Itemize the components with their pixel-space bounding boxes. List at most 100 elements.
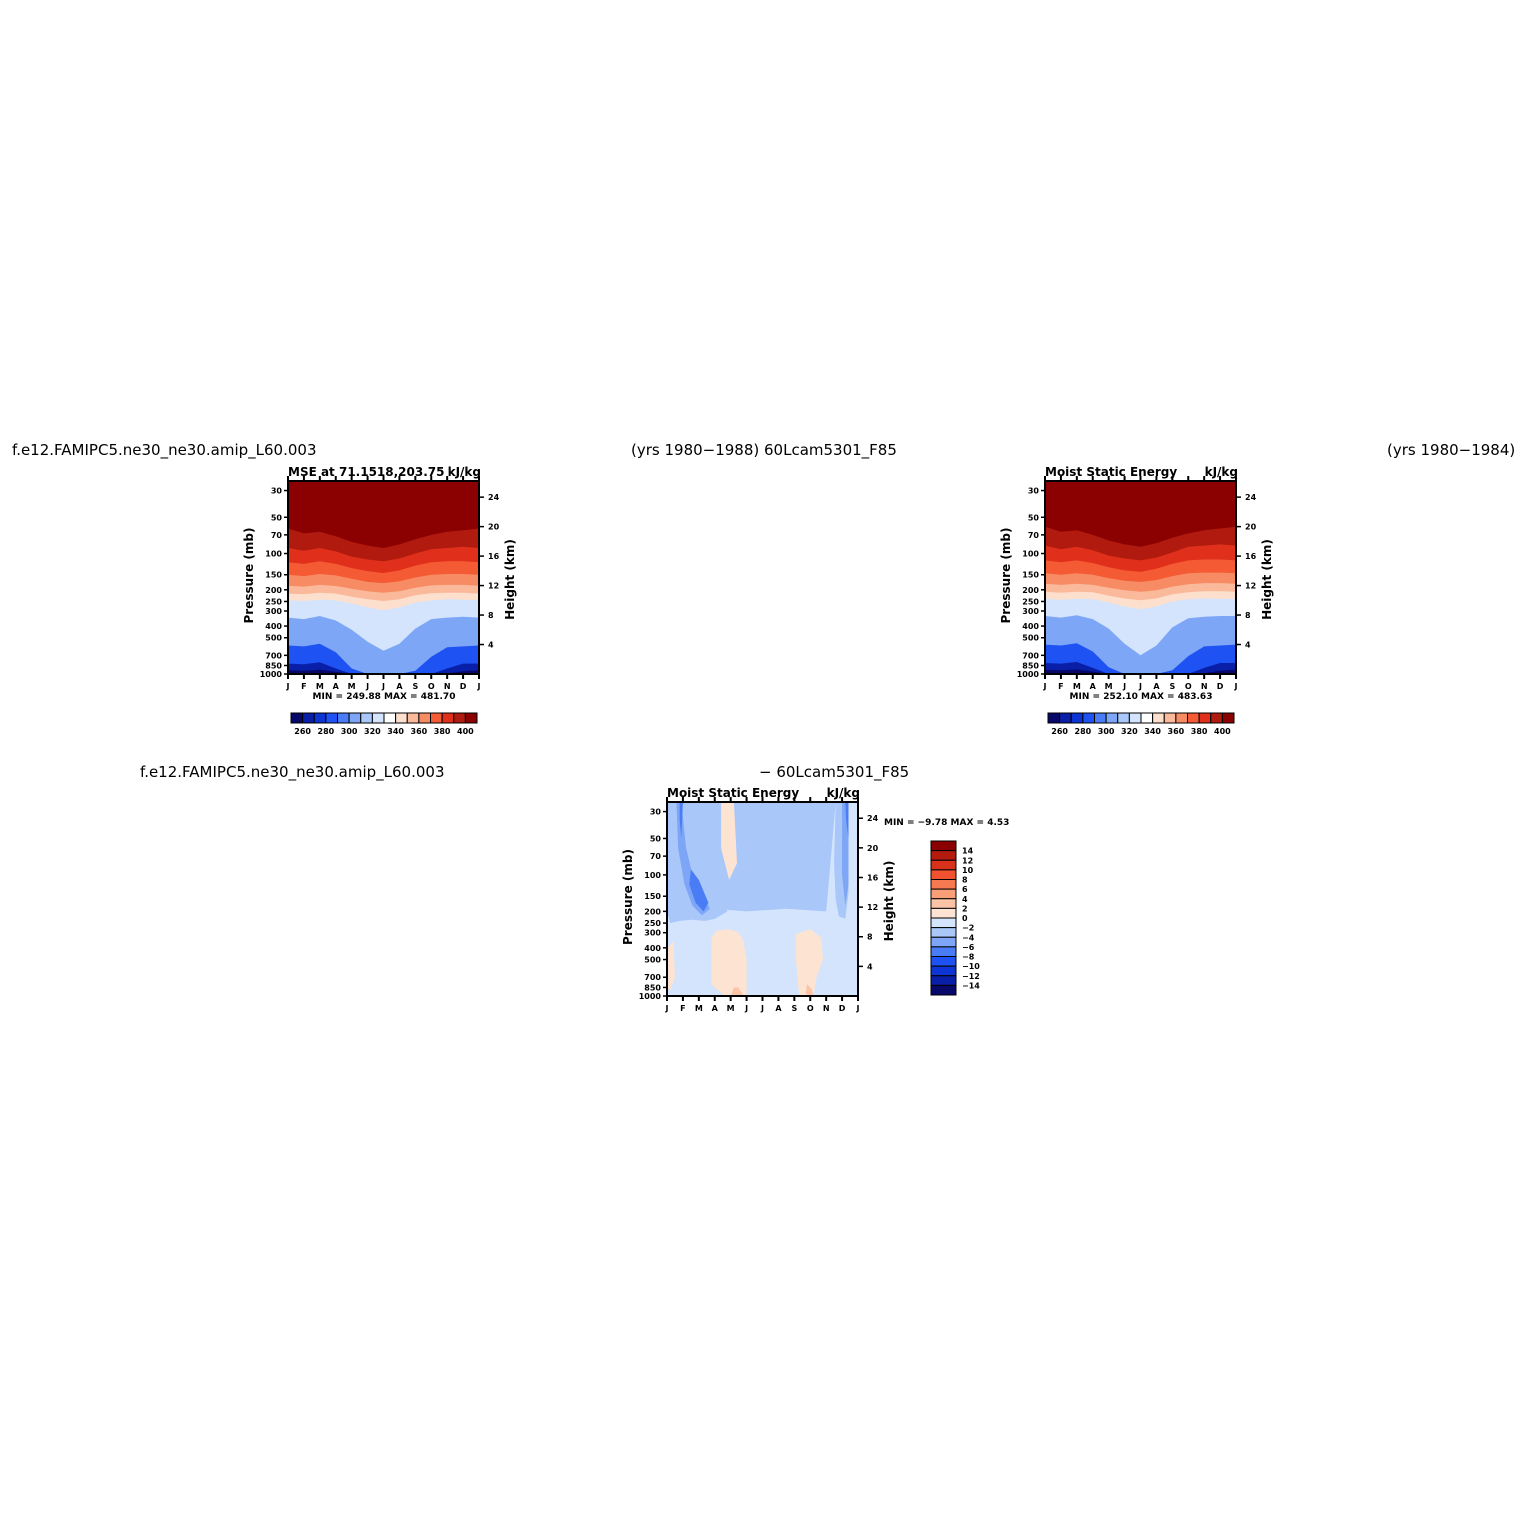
x-tick-label: S: [1169, 682, 1175, 691]
y-right-tick-label: 16: [488, 552, 500, 561]
y-axis-label: Pressure (mb): [242, 528, 256, 624]
y-tick-label: 70: [271, 531, 283, 540]
colorbar-swatch: [930, 840, 957, 852]
colorbar-label: 8: [962, 876, 968, 885]
colorbar-label: −2: [962, 924, 974, 933]
y-tick-label: 400: [265, 622, 282, 631]
colorbar-swatch: [348, 712, 362, 724]
min-max-label: MIN = 252.10 MAX = 483.63: [1070, 692, 1213, 702]
contour-region--7: [679, 802, 683, 839]
contour-region--7: [845, 802, 849, 839]
colorbar-swatch: [930, 956, 957, 967]
colorbar-swatch: [930, 917, 957, 929]
colorbar-label: 10: [962, 866, 974, 875]
x-tick-label: M: [727, 1004, 735, 1013]
y-tick-label: 100: [265, 550, 282, 559]
y-tick-label: 100: [644, 871, 661, 880]
y-tick-label: 400: [644, 944, 661, 953]
y-tick-label: 150: [265, 571, 282, 580]
y-axis-label: Pressure (mb): [621, 849, 635, 945]
x-tick-label: O: [1185, 682, 1192, 691]
y-tick-label: 1000: [260, 670, 283, 679]
x-tick-label: J: [286, 682, 290, 691]
contour-region-1: [721, 802, 737, 880]
y-right-tick-label: 12: [1245, 582, 1256, 591]
contour-region-1: [711, 929, 747, 996]
colorbar-swatch: [302, 712, 315, 724]
x-tick-label: S: [791, 1004, 797, 1013]
colorbar-swatch: [360, 712, 373, 724]
colorbar-label: 2: [962, 904, 968, 913]
y-right-tick-label: 8: [1245, 611, 1251, 620]
header-bottom-left: f.e12.FAMIPC5.ne30_ne30.amip_L60.003: [140, 763, 445, 781]
colorbar-swatch: [930, 936, 957, 948]
y-tick-label: 850: [1022, 661, 1039, 670]
chart-title: MSE at 71.1518,203.75: [288, 465, 445, 479]
y-tick-label: 50: [1028, 513, 1040, 522]
y-tick-label: 250: [1022, 597, 1039, 606]
colorbar-swatch: [1105, 712, 1119, 724]
y-tick-label: 100: [1022, 550, 1039, 559]
y-tick-label: 300: [644, 929, 661, 938]
colorbar-swatch: [430, 712, 443, 724]
colorbar-label: 320: [1121, 727, 1138, 736]
colorbar-swatch: [1094, 712, 1107, 724]
x-tick-label: A: [396, 682, 403, 691]
contour-region-1: [667, 940, 675, 991]
colorbar-label: 320: [364, 727, 381, 736]
colorbar-label: 280: [1075, 727, 1092, 736]
x-tick-label: A: [1153, 682, 1160, 691]
colorbar-label: −6: [962, 943, 975, 952]
min-max-label: MIN = 249.88 MAX = 481.70: [313, 692, 456, 702]
y-tick-label: 30: [1028, 487, 1040, 496]
colorbar-swatch: [453, 712, 466, 724]
y-right-tick-label: 20: [488, 523, 500, 532]
colorbar-label: 14: [962, 847, 974, 856]
colorbar-swatch: [1047, 712, 1061, 724]
colorbar-label: 300: [1098, 727, 1115, 736]
colorbar-label: 12: [962, 856, 973, 865]
y-tick-label: 700: [644, 973, 661, 982]
colorbar-label: −14: [962, 981, 980, 990]
y-right-axis-label: Height (km): [503, 539, 517, 620]
contour-region-3: [730, 987, 744, 996]
colorbar-label: 6: [962, 885, 968, 894]
y-right-tick-label: 8: [867, 933, 873, 942]
x-tick-label: J: [1122, 682, 1126, 691]
colorbar-swatch: [313, 712, 327, 724]
y-tick-label: 1000: [1017, 670, 1040, 679]
x-tick-label: M: [1073, 682, 1081, 691]
colorbar-swatch: [930, 946, 957, 957]
plot-area-0: [288, 481, 479, 674]
colorbar-swatch: [1082, 712, 1095, 724]
y-right-tick-label: 12: [867, 903, 878, 912]
header-top-center: (yrs 1980−1988) 60Lcam5301_F85: [631, 441, 897, 459]
x-tick-label: A: [712, 1004, 719, 1013]
y-tick-label: 500: [1022, 634, 1039, 643]
chart-units: kJ/kg: [1205, 465, 1238, 479]
x-tick-label: M: [695, 1004, 703, 1013]
x-tick-label: D: [460, 682, 467, 691]
header-top-right: (yrs 1980−1984): [1387, 441, 1516, 459]
contour-region-1: [795, 929, 823, 996]
y-tick-label: 200: [1022, 586, 1039, 595]
y-tick-label: 50: [271, 513, 283, 522]
colorbar-label: 0: [962, 914, 968, 923]
colorbar-label: 400: [1214, 727, 1231, 736]
colorbar-swatch: [325, 712, 338, 724]
colorbar-swatch: [930, 859, 957, 871]
y-tick-label: 70: [1028, 531, 1040, 540]
colorbar-swatch: [930, 984, 957, 996]
y-right-tick-label: 16: [867, 873, 879, 882]
colorbar-label: −10: [962, 962, 980, 971]
colorbar-swatch: [1128, 712, 1142, 724]
y-right-tick-label: 4: [867, 962, 873, 971]
y-axis-label: Pressure (mb): [999, 528, 1013, 624]
x-tick-label: S: [412, 682, 418, 691]
y-tick-label: 850: [265, 661, 282, 670]
y-right-tick-label: 24: [1245, 493, 1257, 502]
colorbar-swatch: [930, 907, 957, 919]
x-tick-label: A: [333, 682, 340, 691]
y-tick-label: 400: [1022, 622, 1039, 631]
y-tick-label: 200: [265, 586, 282, 595]
